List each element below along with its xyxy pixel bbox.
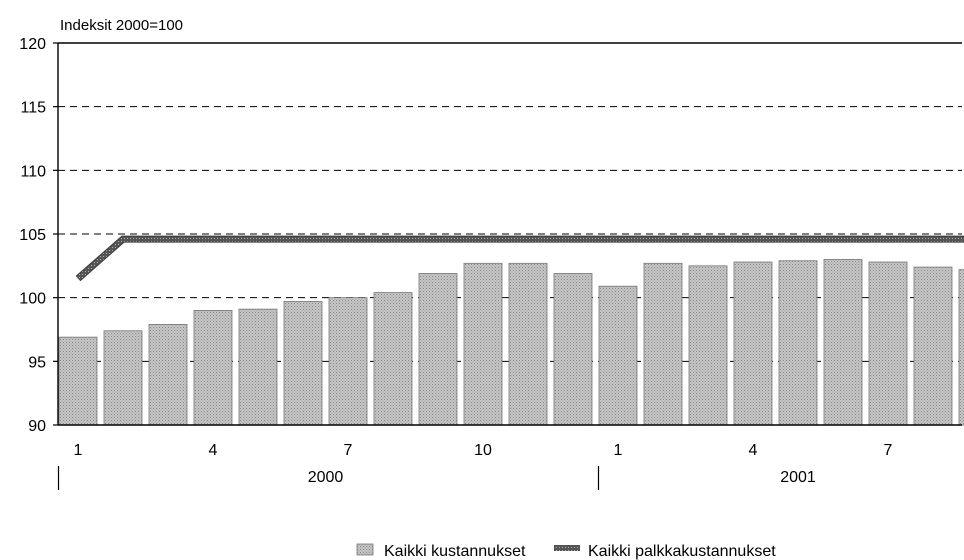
line-series [75,235,964,282]
x-tick-label: 1 [614,442,623,459]
y-tick-label: 95 [28,354,46,371]
bar [148,324,188,426]
bar [643,262,683,426]
bar [238,308,278,426]
year-label: 2001 [780,469,816,486]
y-tick-label: 100 [19,291,46,308]
x-tick-label: 4 [209,442,218,459]
x-tick-label: 10 [474,442,492,459]
bar [958,269,964,426]
y-tick-label: 115 [20,100,46,117]
x-axis-ticks: 1 4 7 10 1 4 7 [74,442,893,459]
bar [553,273,593,426]
bar [733,261,773,426]
x-tick-label: 7 [884,442,893,459]
line-series-path [76,236,964,281]
bar [373,292,413,426]
bar [193,309,233,426]
legend-label-bars: Kaikki kustannukset [384,543,526,560]
bar [283,301,323,426]
legend: Kaikki kustannukset Kaikki palkkakustann… [356,543,776,560]
bar [688,265,728,426]
legend-swatch-line [554,545,580,551]
bar [913,266,953,426]
y-tick-label: 110 [20,163,46,180]
bar [328,297,368,426]
x-tick-label: 4 [749,442,758,459]
plot-frame [53,42,962,426]
bar [823,259,863,426]
bar [58,336,98,426]
bar [778,260,818,426]
unit-label: Indeksit 2000=100 [60,17,183,34]
year-label: 2000 [308,469,344,486]
legend-label-line: Kaikki palkkakustannukset [588,543,776,560]
y-tick-label: 105 [19,227,46,244]
bar-series [58,259,964,426]
x-tick-label: 7 [344,442,353,459]
y-tick-label: 90 [28,418,46,435]
bar [508,262,548,426]
bar [868,261,908,426]
bar [103,330,143,426]
x-tick-label: 1 [74,442,83,459]
legend-swatch-bars [356,543,374,556]
bar [598,285,638,426]
bar [463,262,503,426]
x-axis-year-groups: 2000 2001 [57,466,816,490]
bar [418,273,458,426]
y-tick-label: 120 [19,36,46,53]
y-axis-ticks: 90 95 100 105 110 115 120 [19,36,46,435]
